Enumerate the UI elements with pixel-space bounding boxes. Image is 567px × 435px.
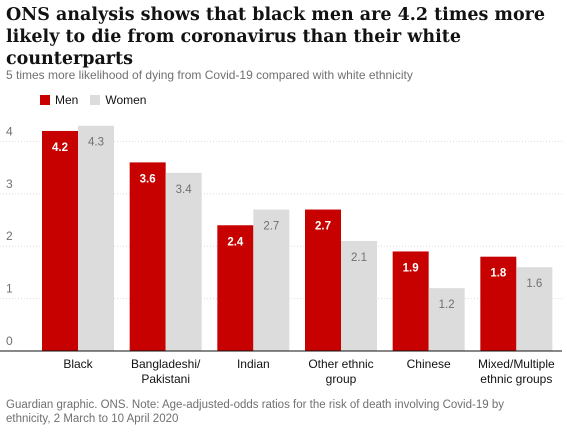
bar-women — [341, 240, 377, 351]
bar-men — [42, 130, 78, 351]
chart-subtitle: 5 times more likelihood of dying from Co… — [6, 68, 413, 82]
bars: 4.2 4.3 3.6 3.4 2.4 2.7 2.7 2.1 1.9 1.2 1.8 1.6 — [42, 125, 553, 351]
y-tick-label: 3 — [6, 177, 13, 191]
footer-line-1: Guardian graphic. ONS. Note: Age-adjuste… — [6, 399, 504, 411]
axes: 0 1 2 3 4 Black Bangladeshi/Pakistani Indian Oth… — [0, 124, 562, 386]
bar-men — [217, 225, 254, 351]
bar-women — [516, 267, 553, 351]
bar-men — [129, 162, 166, 351]
data-label-women: 2.7 — [263, 221, 279, 233]
data-label-men: 1.8 — [490, 268, 507, 280]
chart-footer: Guardian graphic. ONS. Note: Age-adjuste… — [6, 398, 562, 426]
y-tick-label: 4 — [6, 124, 13, 138]
data-label-women: 1.6 — [526, 278, 542, 290]
bar-men — [305, 209, 341, 351]
chart-title: ONS analysis shows that black men are 4.… — [6, 5, 545, 69]
category-label: Pakistani — [141, 372, 190, 386]
legend-swatch-women — [90, 95, 101, 105]
data-label-men: 1.9 — [403, 262, 419, 274]
legend-item-men: Men — [40, 93, 78, 107]
y-tick-label: 0 — [6, 334, 13, 348]
bar-men — [480, 256, 517, 351]
data-label-men: 3.6 — [140, 173, 156, 185]
category-label: ethnic groups — [480, 372, 552, 386]
bar-women — [165, 172, 202, 351]
category-label: Chinese — [407, 357, 451, 371]
legend-label-women: Women — [105, 93, 147, 107]
footer-line-2: ethnicity, 2 March to 10 April 2020 — [6, 413, 179, 425]
y-tick-label: 2 — [6, 229, 13, 243]
bar-men — [392, 251, 429, 351]
legend-item-women: Women — [90, 93, 146, 107]
data-label-men: 4.2 — [52, 142, 68, 154]
data-label-women: 1.2 — [439, 299, 455, 311]
category-label: Black — [63, 357, 93, 371]
data-label-men: 2.4 — [227, 236, 244, 248]
data-label-women: 4.3 — [88, 137, 104, 149]
category-label: Other ethnic — [308, 357, 373, 371]
data-label-men: 2.7 — [315, 221, 331, 233]
category-label: group — [326, 372, 357, 386]
y-tick-label: 1 — [6, 282, 13, 296]
data-label-women: 2.1 — [351, 252, 367, 264]
bar-women — [253, 209, 290, 351]
legend-swatch-men — [40, 95, 50, 105]
legend: Men Women — [40, 93, 158, 107]
category-label: Bangladeshi/ — [131, 357, 201, 371]
bar-women — [78, 125, 114, 351]
category-label: Mixed/Multiple — [478, 357, 555, 371]
bar-women — [428, 288, 465, 351]
data-label-women: 3.4 — [176, 184, 193, 196]
legend-label-men: Men — [55, 93, 79, 107]
category-label: Indian — [237, 357, 270, 371]
bar-chart: 4.2 4.3 3.6 3.4 2.4 2.7 2.7 2.1 1.9 1.2 1.8 1.6 0 1 2… — [0, 124, 562, 386]
